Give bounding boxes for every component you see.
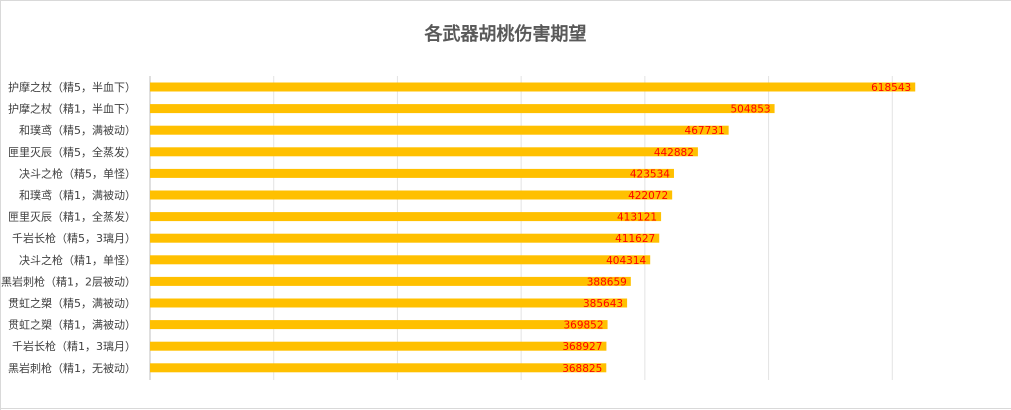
bar: [150, 82, 916, 92]
data-label: 385643: [583, 298, 623, 310]
bar: [150, 276, 631, 286]
data-label: 423534: [630, 168, 670, 180]
category-label: 千岩长枪（精5，3璃月）: [12, 231, 136, 245]
data-label: 368927: [562, 341, 602, 353]
data-label: 467731: [685, 125, 725, 137]
bar: [150, 363, 607, 373]
category-label: 黑岩刺枪（精1，2层被动）: [1, 274, 136, 288]
data-label: 388659: [587, 276, 627, 288]
bar: [150, 168, 674, 178]
bar: [150, 255, 651, 265]
bar: [150, 147, 698, 157]
category-label: 匣里灭辰（精1，全蒸发）: [8, 210, 136, 224]
category-label: 千岩长枪（精1，3璃月）: [12, 339, 136, 353]
data-label: 413121: [617, 212, 657, 224]
chart-title: 各武器胡桃伤害期望: [424, 24, 587, 45]
bar: [150, 125, 729, 135]
data-label: 368825: [562, 363, 602, 375]
data-label: 369852: [563, 320, 603, 332]
data-label: 618543: [871, 82, 911, 94]
category-label: 决斗之枪（精5，单怪）: [19, 166, 136, 180]
bar: [150, 104, 775, 114]
bar: [150, 298, 628, 308]
bar: [150, 212, 662, 222]
frame-bottom-border: [0, 408, 1011, 409]
category-label: 决斗之枪（精1，单怪）: [19, 253, 136, 267]
data-label: 504853: [730, 104, 770, 116]
category-label: 护摩之杖（精1，半血下）: [8, 102, 136, 116]
category-label: 贯虹之槊（精1，满被动）: [8, 318, 136, 332]
category-label: 匣里灭辰（精5，全蒸发）: [8, 145, 136, 159]
frame-top-border: [0, 0, 1011, 1]
category-label: 和璞鸢（精1，满被动）: [19, 188, 136, 202]
category-label: 贯虹之槊（精5，满被动）: [8, 296, 136, 310]
data-label: 404314: [606, 255, 646, 267]
data-label: 411627: [615, 233, 655, 245]
category-label: 和璞鸢（精5，满被动）: [19, 123, 136, 137]
bar: [150, 320, 608, 330]
frame-left-border: [0, 0, 1, 410]
bar: [150, 341, 607, 351]
data-label: 422072: [628, 190, 668, 202]
bar: [150, 190, 673, 200]
category-label: 黑岩刺枪（精1，无被动）: [8, 361, 136, 375]
category-label: 护摩之杖（精5，半血下）: [8, 80, 136, 94]
data-label: 442882: [654, 147, 694, 159]
bar: [150, 233, 660, 243]
